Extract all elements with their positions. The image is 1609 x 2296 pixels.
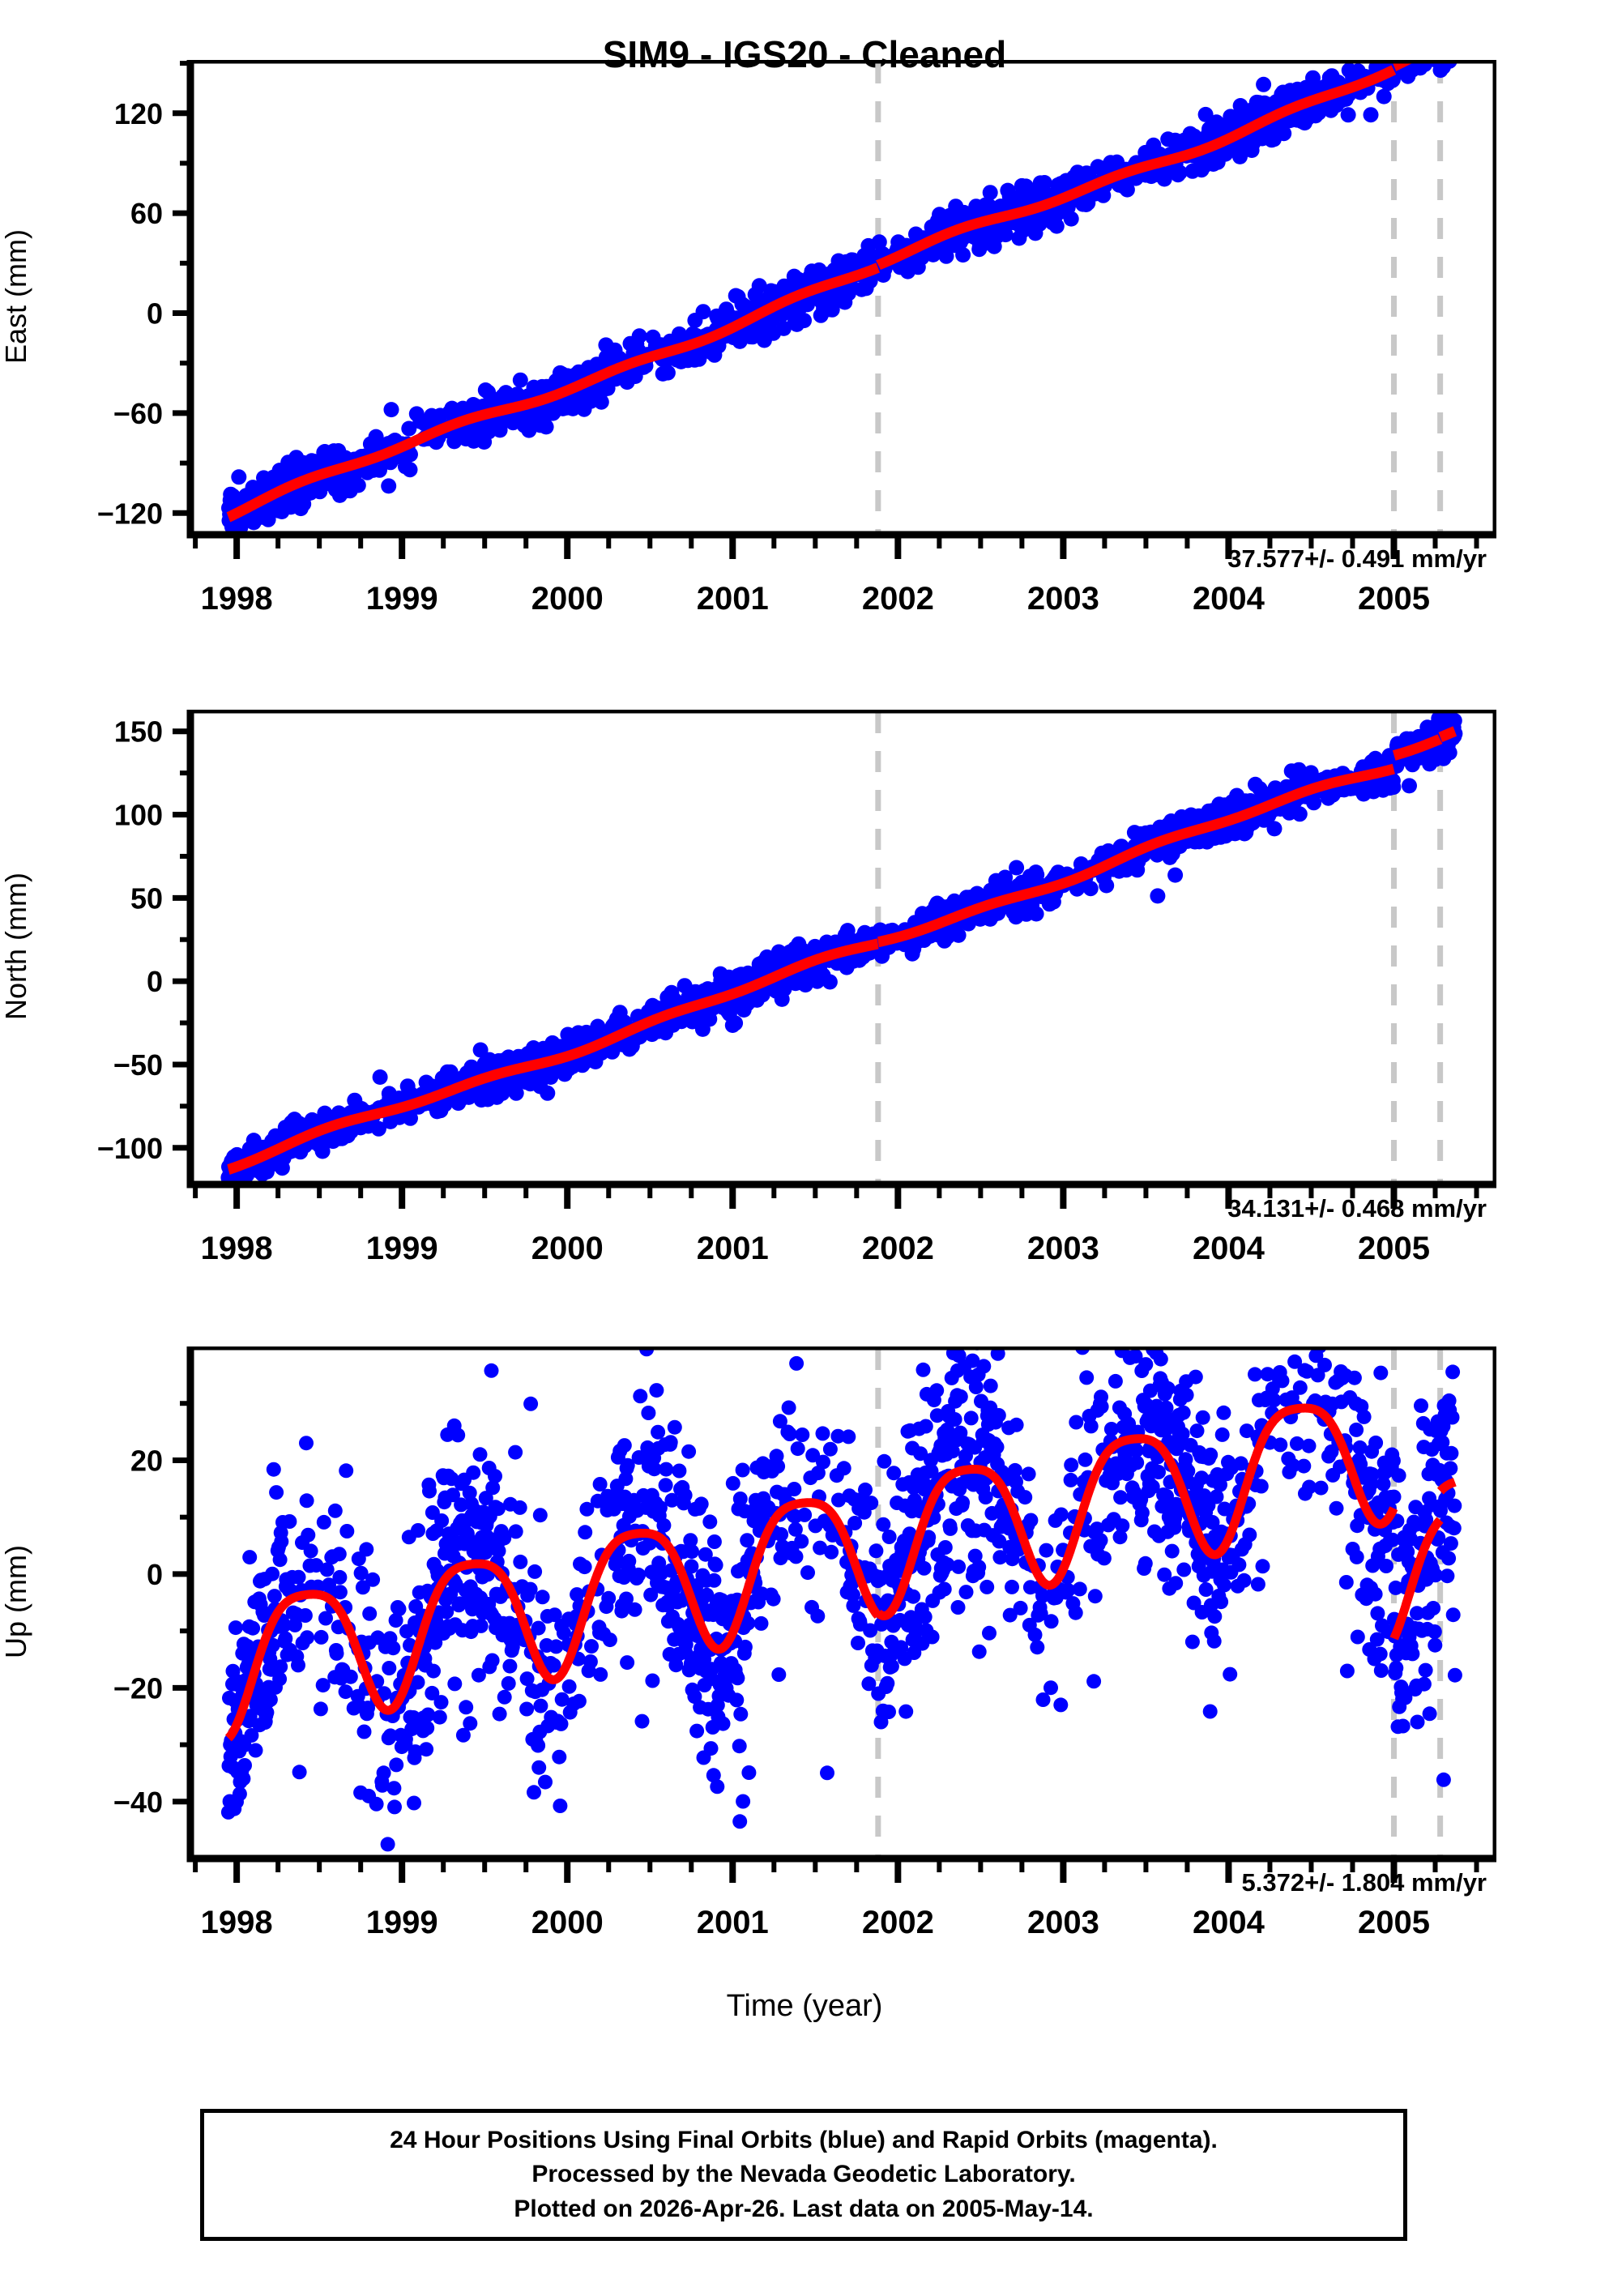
svg-text:150: 150 [114,715,163,749]
model-curve-north [224,726,1460,1175]
x-axis-ticks-east: 1998 1999 2000 2001 2002 2003 2004 2005 [193,535,1479,617]
svg-text:2004: 2004 [1193,581,1265,617]
svg-text:1999: 1999 [366,581,438,617]
svg-text:−100: −100 [97,1132,163,1165]
panel-up: 20 0 −20 −40 1998 1999 2000 2001 2002 2003 2004 200… [69,1346,1496,1956]
svg-text:2002: 2002 [862,581,934,617]
svg-text:2003: 2003 [1027,1231,1099,1266]
page-title: SIM9 - IGS20 - Cleaned [602,33,1007,75]
x-axis-label: Time (year) [726,1989,883,2023]
panel-north: 150 100 50 0 −50 −100 1998 1999 2000 2001 2002 2003… [69,710,1496,1282]
svg-text:1998: 1998 [201,1231,273,1266]
panel-east: 120 60 0 −60 −120 1998 1999 2000 2001 2002 2003 200… [69,60,1496,632]
plot-frame [186,1346,1496,1863]
rate-annotation-east: 37.577+/- 0.491 mm/yr [1227,544,1487,573]
svg-text:2000: 2000 [531,1231,604,1266]
svg-text:−50: −50 [113,1048,163,1082]
svg-text:1999: 1999 [366,1231,438,1266]
data-points-up [220,1346,1462,1859]
svg-text:0: 0 [147,297,163,331]
svg-text:−120: −120 [97,497,163,530]
plot-frame [186,710,1496,1189]
svg-text:2002: 2002 [862,1231,934,1266]
svg-text:2003: 2003 [1027,581,1099,617]
data-points-east [221,60,1457,535]
svg-text:2001: 2001 [697,581,769,617]
y-axis-ticks-up: 200−20−40 [113,1401,190,1819]
y-axis-label-up: Up (mm) [0,1545,32,1658]
svg-text:120: 120 [114,97,163,130]
footer-line-3: Plotted on 2026-Apr-26. Last data on 200… [514,2195,1094,2222]
y-axis-ticks-east: 120 60 0 −60 −120 [97,61,190,530]
footer-caption-box: 24 Hour Positions Using Final Orbits (bl… [200,2109,1407,2241]
rate-annotation-up: 5.372+/- 1.804 mm/yr [1241,1868,1487,1897]
y-axis-label-east: East (mm) [0,229,32,364]
plot-canvas-north: 150 100 50 0 −50 −100 1998 1999 2000 2001 2002 2003… [97,710,1496,1266]
svg-text:0: 0 [147,965,163,998]
x-axis-ticks-up: 1998 1999 2000 2001 2002 2003 2004 2005 [193,1859,1479,1940]
svg-text:1998: 1998 [201,581,273,617]
svg-text:2004: 2004 [1193,1231,1265,1266]
offset-lines-east [875,62,1444,533]
rate-annotation-north: 34.131+/- 0.468 mm/yr [1227,1194,1487,1223]
svg-text:2001: 2001 [697,1231,769,1266]
svg-text:2005: 2005 [1358,1231,1430,1266]
svg-text:50: 50 [130,881,163,915]
svg-text:−60: −60 [113,397,163,430]
x-axis-ticks-north: 1998 1999 2000 2001 2002 2003 2004 2005 [193,1184,1479,1266]
plot-frame [186,60,1496,539]
footer-line-2: Processed by the Nevada Geodetic Laborat… [531,2161,1076,2188]
plot-canvas-east: 120 60 0 −60 −120 1998 1999 2000 2001 2002 2003 200… [97,60,1496,617]
svg-text:2000: 2000 [531,581,604,617]
y-axis-label-north: North (mm) [0,873,32,1020]
y-axis-ticks-north: 150 100 50 0 −50 −100 [97,715,190,1165]
svg-text:2005: 2005 [1358,581,1430,617]
model-curve-up [224,1403,1459,1743]
svg-text:60: 60 [130,197,163,230]
svg-text:100: 100 [114,799,163,832]
footer-line-1: 24 Hour Positions Using Final Orbits (bl… [390,2126,1218,2153]
